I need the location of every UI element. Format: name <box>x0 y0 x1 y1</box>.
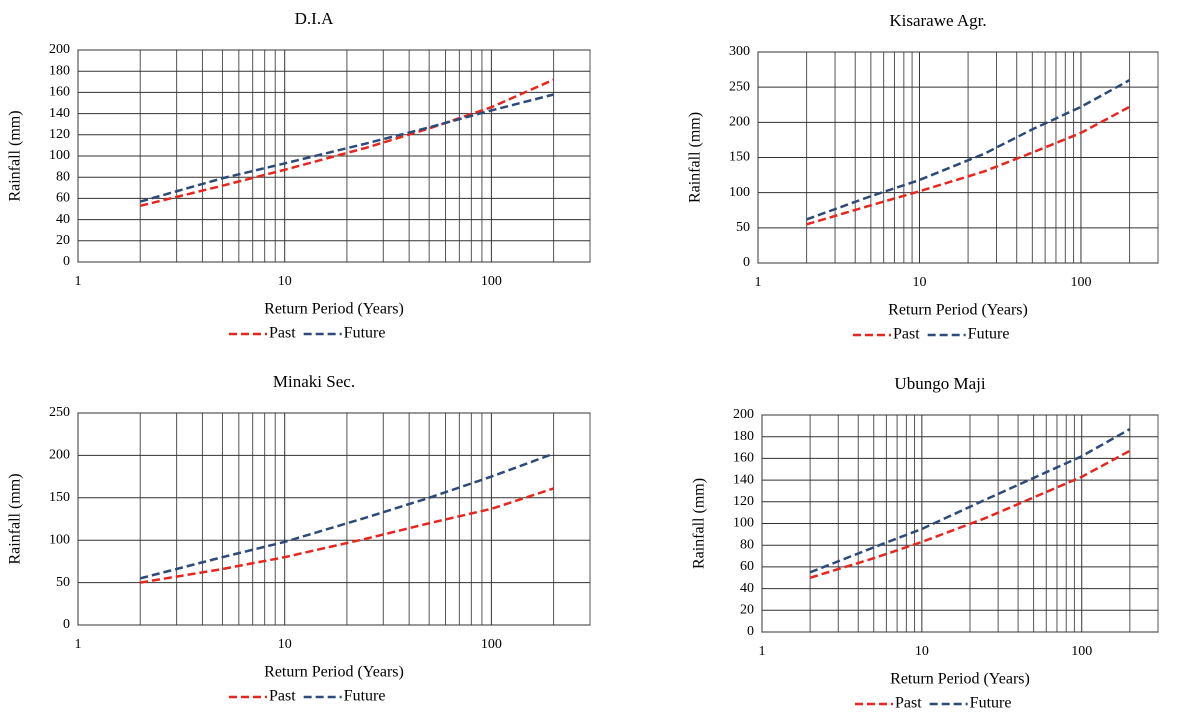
y-tick-label: 80 <box>56 169 70 184</box>
legend-label: Future <box>968 326 1010 343</box>
x-tick-label: 10 <box>912 275 926 290</box>
y-tick-label: 100 <box>49 148 70 163</box>
y-tick-label: 100 <box>729 185 750 200</box>
y-tick-label: 250 <box>49 405 70 420</box>
subplot: 1 10 100 0 50 100 150 200 250 300 Kisarawe Agr. Ret… <box>687 11 1159 343</box>
legend-label: Past <box>269 688 296 705</box>
y-tick-label: 180 <box>49 63 70 78</box>
y-tick-label: 200 <box>49 448 70 463</box>
x-tick-label: 1 <box>755 275 762 290</box>
x-tick-label: 100 <box>481 274 502 289</box>
y-tick-label: 50 <box>736 220 750 235</box>
y-tick-label: 160 <box>733 451 754 466</box>
data-line <box>139 78 555 208</box>
x-axis-label: Return Period (Years) <box>888 302 1028 319</box>
y-tick-label: 180 <box>733 429 754 444</box>
y-tick-label: 0 <box>63 254 70 269</box>
y-tick-label: 160 <box>49 85 70 100</box>
data-line <box>139 93 554 203</box>
data-line <box>140 487 554 584</box>
y-tick-label: 150 <box>729 150 750 165</box>
y-axis-label: Rainfall (mm) <box>687 112 704 203</box>
x-tick-label: 10 <box>915 644 929 659</box>
data-line <box>806 105 1131 226</box>
x-axis-label: Return Period (Years) <box>264 301 404 318</box>
y-tick-label: 0 <box>63 617 70 632</box>
x-tick-label: 1 <box>759 644 766 659</box>
legend-label: Future <box>970 695 1012 712</box>
data-line <box>809 449 1131 579</box>
x-tick-label: 100 <box>1071 644 1092 659</box>
x-axis-label: Return Period (Years) <box>264 664 404 681</box>
data-line <box>139 452 555 580</box>
x-tick-label: 100 <box>481 637 502 652</box>
x-tick-label: 10 <box>278 637 292 652</box>
legend-label: Past <box>895 695 922 712</box>
y-tick-label: 100 <box>49 532 70 547</box>
chart-title: Kisarawe Agr. <box>889 11 986 30</box>
legend-label: Future <box>344 325 386 342</box>
chart-title: Ubungo Maji <box>894 374 985 393</box>
y-tick-label: 150 <box>49 490 70 505</box>
y-tick-label: 300 <box>729 44 750 59</box>
y-tick-label: 200 <box>729 115 750 130</box>
legend-label: Past <box>269 325 296 342</box>
y-tick-label: 140 <box>733 472 754 487</box>
x-tick-label: 10 <box>278 274 292 289</box>
subplot: 1 10 100 0 20 40 60 80 100 120 140 160 180 200 Ubungo … <box>691 374 1159 712</box>
y-tick-label: 140 <box>49 106 70 121</box>
y-axis-label: Rainfall (mm) <box>7 110 24 201</box>
y-tick-label: 40 <box>56 212 70 227</box>
y-tick-label: 100 <box>733 516 754 531</box>
y-tick-label: 40 <box>740 581 754 596</box>
y-tick-label: 250 <box>729 79 750 94</box>
y-tick-label: 0 <box>743 255 750 270</box>
y-tick-label: 200 <box>733 407 754 422</box>
subplot: 1 10 100 0 50 100 150 200 250 Minaki Sec. Return P… <box>7 372 591 705</box>
y-tick-label: 20 <box>740 603 754 618</box>
y-tick-label: 120 <box>733 494 754 509</box>
y-axis-label: Rainfall (mm) <box>691 478 708 569</box>
plot-area <box>77 412 591 626</box>
x-tick-label: 1 <box>75 274 82 289</box>
y-tick-label: 200 <box>49 42 70 57</box>
y-tick-label: 20 <box>56 233 70 248</box>
x-tick-label: 100 <box>1070 275 1091 290</box>
y-tick-label: 80 <box>740 537 754 552</box>
chart-title: Minaki Sec. <box>273 372 355 391</box>
y-tick-label: 0 <box>747 624 754 639</box>
x-axis-label: Return Period (Years) <box>890 671 1030 688</box>
y-tick-label: 50 <box>56 575 70 590</box>
data-line <box>809 428 1131 574</box>
legend-label: Future <box>344 688 386 705</box>
chart-title: D.I.A <box>295 9 334 28</box>
y-tick-label: 60 <box>740 559 754 574</box>
y-tick-label: 60 <box>56 191 70 206</box>
subplot: 1 10 100 0 20 40 60 80 100 120 140 160 180 200 D.I.A Re… <box>7 9 591 342</box>
y-tick-label: 120 <box>49 127 70 142</box>
legend-label: Past <box>893 326 920 343</box>
y-axis-label: Rainfall (mm) <box>7 473 24 564</box>
x-tick-label: 1 <box>75 637 82 652</box>
